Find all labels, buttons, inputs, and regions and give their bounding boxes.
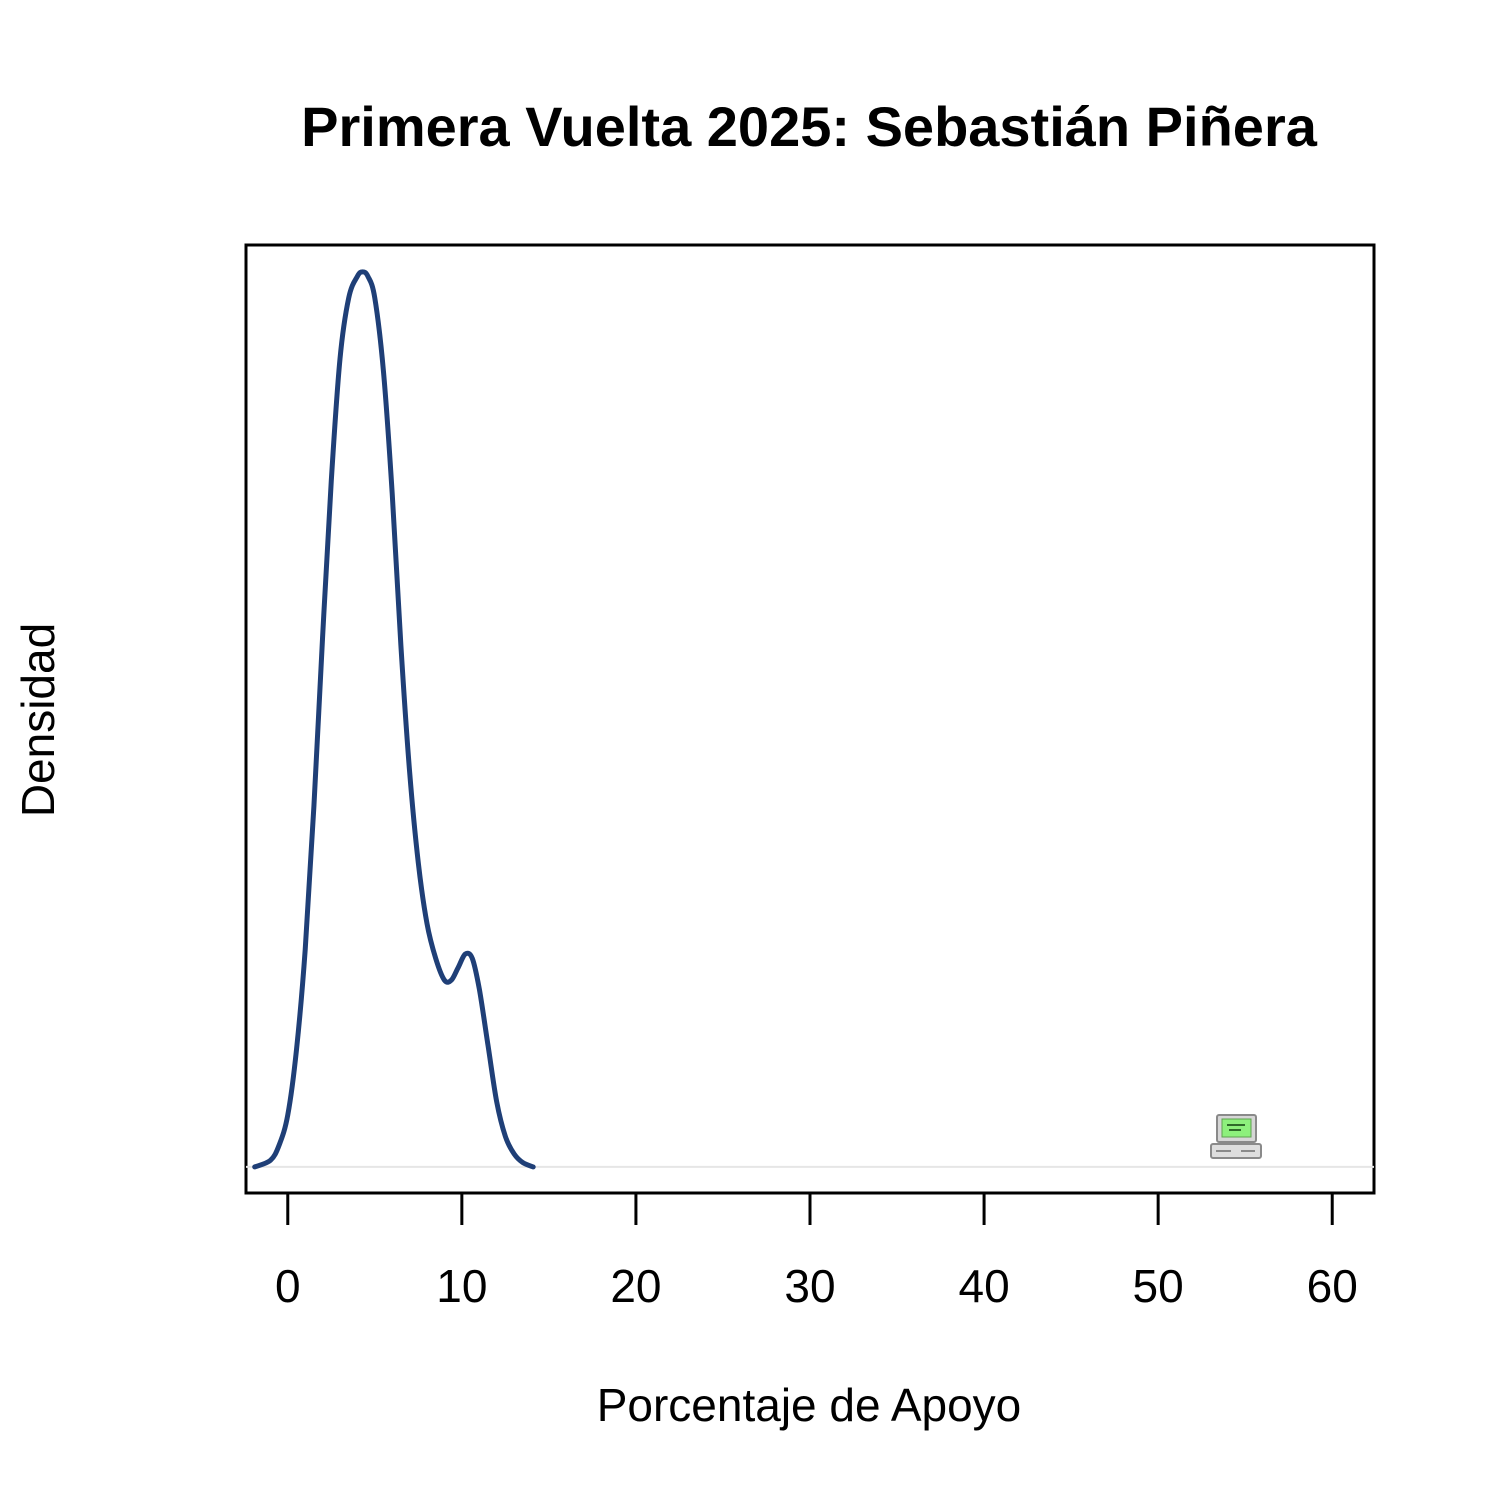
y-axis-label: Densidad: [12, 623, 64, 817]
x-tick-label: 30: [784, 1260, 835, 1312]
chart-title: Primera Vuelta 2025: Sebastián Piñera: [301, 95, 1318, 158]
density-line: [252, 269, 536, 1170]
x-tick-label: 60: [1307, 1260, 1358, 1312]
computer-icon: [1210, 1114, 1262, 1159]
plot-frame: [244, 243, 1376, 1195]
x-tick-label: 20: [610, 1260, 661, 1312]
x-axis: 0 10 20 30 40 50 60: [275, 1193, 1358, 1312]
x-tick-label: 40: [958, 1260, 1009, 1312]
x-tick-label: 10: [436, 1260, 487, 1312]
x-tick-label: 0: [275, 1260, 301, 1312]
x-tick-label: 50: [1133, 1260, 1184, 1312]
x-axis-label: Porcentaje de Apoyo: [597, 1379, 1022, 1431]
